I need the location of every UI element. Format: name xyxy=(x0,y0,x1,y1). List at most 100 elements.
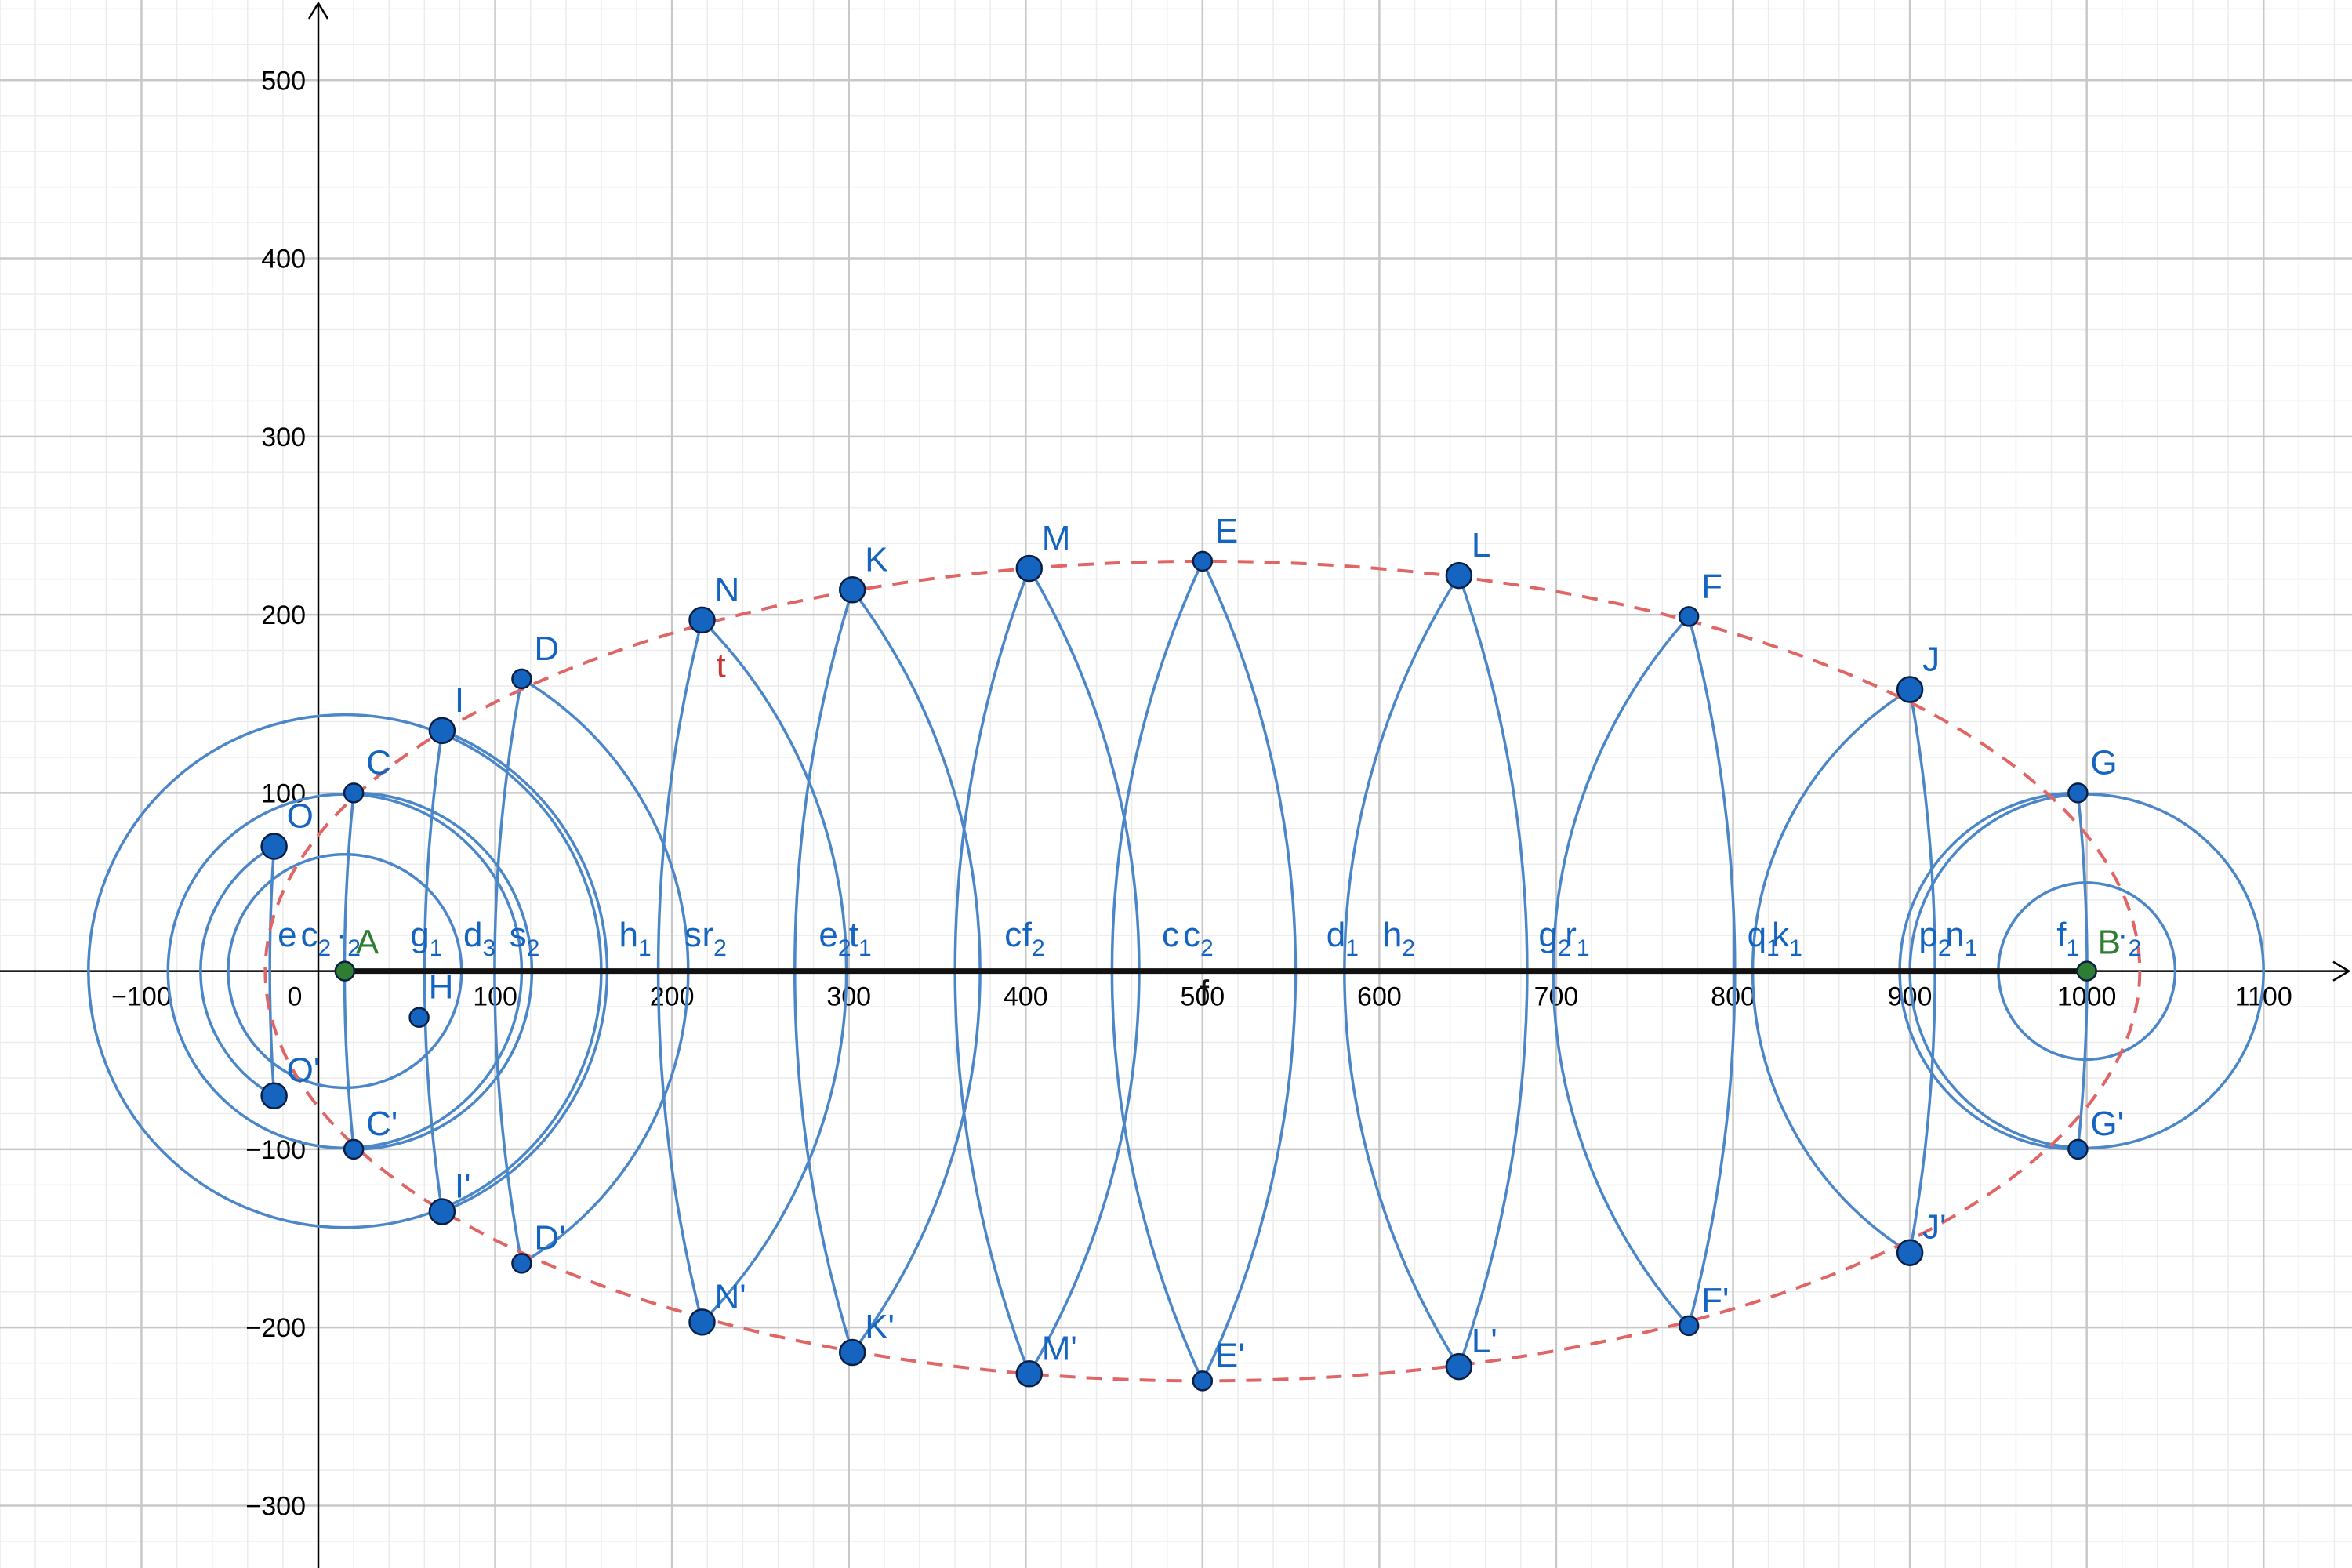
point-M xyxy=(1015,554,1044,583)
arc-label-main: d xyxy=(1327,916,1345,954)
arc-label-main: e xyxy=(278,916,296,954)
point-labels: O O' C C' I I' D D' N N' K K' M M' E E' L L' F F' J J' G G' H A B xyxy=(287,512,2124,1374)
point-N xyxy=(688,606,716,634)
point-N-prime xyxy=(688,1308,716,1336)
arc-label-subscript: 1 xyxy=(2067,935,2080,961)
arc-label-main: k xyxy=(1772,916,1790,954)
point-C xyxy=(343,782,365,804)
arc-label: n1 xyxy=(1945,916,1977,961)
arc-label: r2 xyxy=(702,916,726,961)
arc-label: d1 xyxy=(1327,916,1359,961)
point-O-prime xyxy=(260,1082,288,1109)
point-label: E' xyxy=(1215,1336,1245,1374)
y-tick-label: 400 xyxy=(261,245,306,274)
arc-label: h2 xyxy=(1383,916,1415,961)
arc-label: t1 xyxy=(849,916,872,961)
x-tick-label: −100 xyxy=(111,982,172,1012)
point-D-prime xyxy=(511,1253,532,1274)
point-label: M xyxy=(1042,519,1071,557)
arc-label: e2 xyxy=(818,916,851,961)
arc-label-main: c xyxy=(300,916,318,954)
arc-label-main: h xyxy=(1383,916,1402,954)
point-label: C' xyxy=(366,1105,397,1143)
arc-label-subscript: 2 xyxy=(527,935,540,961)
arc-label-subscript: 1 xyxy=(1345,935,1359,961)
arc-label-subscript: 1 xyxy=(430,935,443,961)
arc-label-main: g xyxy=(1538,916,1557,954)
arc-label: c xyxy=(1004,916,1022,954)
construction-points xyxy=(260,550,2097,1392)
point-label: K' xyxy=(865,1308,895,1346)
arc-label-subscript: 1 xyxy=(1789,935,1802,961)
point-label: B xyxy=(2098,924,2121,962)
ellipse-t-label: t xyxy=(717,647,726,685)
x-tick-label: 400 xyxy=(1004,982,1048,1012)
point-label: A xyxy=(356,924,379,962)
arc-label: ·2 xyxy=(2117,916,2141,961)
arc-label: g1 xyxy=(410,916,442,961)
arc-label-subscript: 1 xyxy=(638,935,652,961)
arc-label-main: e xyxy=(818,916,837,954)
x-axis-arrow-icon xyxy=(2332,960,2351,982)
point-label: L' xyxy=(1472,1322,1497,1360)
arc-label-main: · xyxy=(336,916,348,954)
point-G-prime xyxy=(2067,1138,2089,1160)
point-label: D xyxy=(534,630,559,668)
point-F-prime xyxy=(1678,1315,1700,1337)
arc-label-main: p xyxy=(1918,916,1937,954)
arc-label: c2 xyxy=(300,916,331,961)
point-G xyxy=(2067,782,2089,804)
point-label: O' xyxy=(287,1051,321,1090)
point-F xyxy=(1678,606,1700,627)
arc-label: f2 xyxy=(1022,916,1045,961)
arc-label: k1 xyxy=(1772,916,1802,961)
point-label: F xyxy=(1701,567,1722,605)
point-I xyxy=(428,717,456,745)
arc-label-main: d xyxy=(463,916,482,954)
point-O xyxy=(260,833,288,860)
arc-label-subscript: 2 xyxy=(1402,935,1415,961)
axis-tick-labels: −100 0 100 200 300 400 500 600 700 800 900 1000 1100… xyxy=(111,66,2292,1521)
focus-A xyxy=(334,960,356,982)
y-axis-arrow-icon xyxy=(307,1,329,20)
y-tick-label: −100 xyxy=(245,1135,306,1165)
point-K-prime xyxy=(838,1338,866,1367)
arc-label: p2 xyxy=(1918,916,1951,961)
segment-f-label: f xyxy=(1200,974,1210,1012)
arc-label-main: h xyxy=(619,916,637,954)
arc-label-subscript: 1 xyxy=(858,935,872,961)
arc-from-a xyxy=(199,845,275,1098)
point-label: O xyxy=(287,797,314,836)
arc-label-main: c xyxy=(1162,916,1179,954)
arc-label-main: t xyxy=(849,916,858,954)
arc-label-subscript: 1 xyxy=(1577,935,1590,961)
point-label: I xyxy=(455,681,464,720)
arc-label-subscript: 3 xyxy=(482,935,495,961)
point-D xyxy=(511,668,532,690)
arc-label: h1 xyxy=(619,916,651,961)
arc-label: d3 xyxy=(463,916,495,961)
arc-label-subscript: 2 xyxy=(1200,935,1214,961)
y-tick-label: 500 xyxy=(261,66,306,96)
point-M-prime xyxy=(1015,1360,1044,1388)
x-tick-label: 500 xyxy=(1180,982,1225,1012)
arc-label-subscript: 2 xyxy=(318,935,331,961)
arc-label-main: f xyxy=(2056,916,2067,954)
point-H xyxy=(408,1007,430,1028)
point-label: N' xyxy=(714,1277,746,1316)
point-I-prime xyxy=(428,1198,456,1225)
arc-label-subscript: 2 xyxy=(713,935,727,961)
y-tick-label: 100 xyxy=(261,779,306,808)
arc-label-main: c xyxy=(1004,916,1022,954)
arc-from-b xyxy=(268,846,276,1096)
point-label: N xyxy=(714,571,739,609)
point-L-prime xyxy=(1445,1352,1473,1381)
point-label: J' xyxy=(1922,1208,1946,1247)
arc-label-main: c xyxy=(1183,916,1200,954)
y-tick-label: 200 xyxy=(261,601,306,630)
x-tick-label: 700 xyxy=(1534,982,1579,1012)
point-K xyxy=(838,576,866,604)
arc-label: ·2 xyxy=(336,916,361,961)
focus-B xyxy=(2076,960,2097,982)
